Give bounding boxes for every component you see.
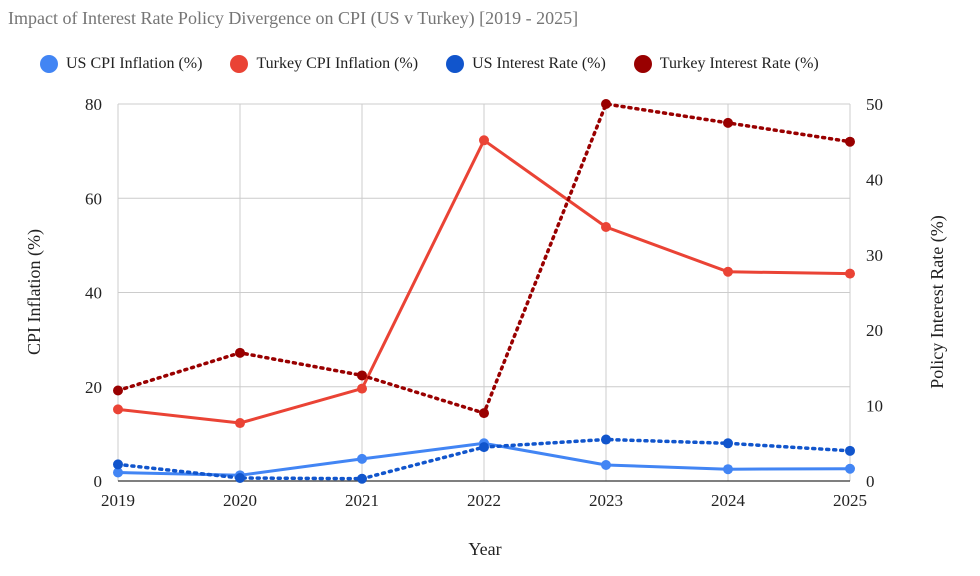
x-tick-label: 2021 <box>345 491 379 510</box>
y-left-tick-label: 20 <box>85 378 102 397</box>
legend-swatch-turkey-rate <box>633 55 652 73</box>
y-left-tick-label: 0 <box>94 472 103 491</box>
data-point-turkey-rate <box>479 408 489 419</box>
y-left-tick-label: 60 <box>85 189 102 208</box>
data-point-turkey-cpi <box>113 404 123 415</box>
legend-item-us-cpi: US CPI Inflation (%) <box>40 55 202 73</box>
data-point-turkey-cpi <box>845 268 855 279</box>
legend: US CPI Inflation (%) Turkey CPI Inflatio… <box>40 52 819 76</box>
legend-item-us-rate: US Interest Rate (%) <box>446 55 606 73</box>
legend-label-us-rate: US Interest Rate (%) <box>472 55 606 72</box>
data-point-turkey-rate <box>113 385 123 396</box>
data-point-us-rate <box>723 438 733 449</box>
y-left-tick-label: 80 <box>85 95 102 114</box>
axis-labels: Year CPI Inflation (%) Policy Interest R… <box>24 215 948 559</box>
y-right-tick-label: 40 <box>866 170 883 189</box>
legend-swatch-us-rate <box>446 55 465 73</box>
data-point-turkey-rate <box>601 99 611 109</box>
x-tick-label: 2025 <box>833 491 867 510</box>
data-point-us-cpi <box>357 453 367 464</box>
x-tick-label: 2022 <box>467 491 501 510</box>
axes: 0 20 40 60 80 0 10 20 30 40 50 2019 2020 2021 2022 2023… <box>85 95 883 510</box>
x-tick-label: 2024 <box>711 491 746 510</box>
data-point-turkey-rate <box>357 370 367 381</box>
legend-swatch-us-cpi <box>40 55 58 73</box>
data-point-turkey-cpi <box>723 266 733 277</box>
data-point-turkey-cpi <box>357 383 367 394</box>
legend-swatch-turkey-cpi <box>230 55 249 73</box>
data-point-us-cpi <box>723 464 733 475</box>
data-point-us-rate <box>479 442 489 453</box>
x-axis-label: Year <box>468 539 501 559</box>
y-axis-right-label: Policy Interest Rate (%) <box>927 215 948 388</box>
data-point-turkey-cpi <box>235 418 245 429</box>
y-right-tick-label: 20 <box>866 321 883 340</box>
y-left-tick-label: 40 <box>85 284 102 303</box>
x-tick-label: 2020 <box>223 491 257 510</box>
data-point-us-rate <box>357 473 367 484</box>
data-point-us-cpi <box>113 467 123 478</box>
data-point-us-rate <box>601 434 611 445</box>
data-point-us-rate <box>113 459 123 470</box>
y-right-tick-label: 0 <box>866 472 875 491</box>
data-point-turkey-rate <box>235 347 245 358</box>
y-axis-left-label: CPI Inflation (%) <box>24 229 45 355</box>
data-point-turkey-rate <box>845 136 855 147</box>
legend-label-us-cpi: US CPI Inflation (%) <box>66 55 203 72</box>
series-points <box>113 99 855 484</box>
data-point-turkey-cpi <box>479 135 489 146</box>
legend-label-turkey-rate: Turkey Interest Rate (%) <box>659 55 819 72</box>
legend-item-turkey-rate: Turkey Interest Rate (%) <box>633 55 819 73</box>
y-right-tick-label: 50 <box>866 95 883 114</box>
data-point-us-rate <box>845 445 855 456</box>
y-right-tick-label: 10 <box>866 397 883 416</box>
x-tick-label: 2019 <box>101 491 135 510</box>
chart-title: Impact of Interest Rate Policy Divergenc… <box>8 8 579 28</box>
legend-item-turkey-cpi: Turkey CPI Inflation (%) <box>230 55 418 73</box>
y-right-tick-label: 30 <box>866 246 883 265</box>
x-tick-label: 2023 <box>589 491 623 510</box>
data-point-us-cpi <box>845 463 855 474</box>
legend-label-turkey-cpi: Turkey CPI Inflation (%) <box>256 55 419 72</box>
data-point-turkey-cpi <box>601 221 611 232</box>
data-point-turkey-rate <box>723 117 733 128</box>
data-point-us-rate <box>235 472 245 483</box>
data-point-us-cpi <box>601 459 611 470</box>
gridlines <box>117 103 851 482</box>
